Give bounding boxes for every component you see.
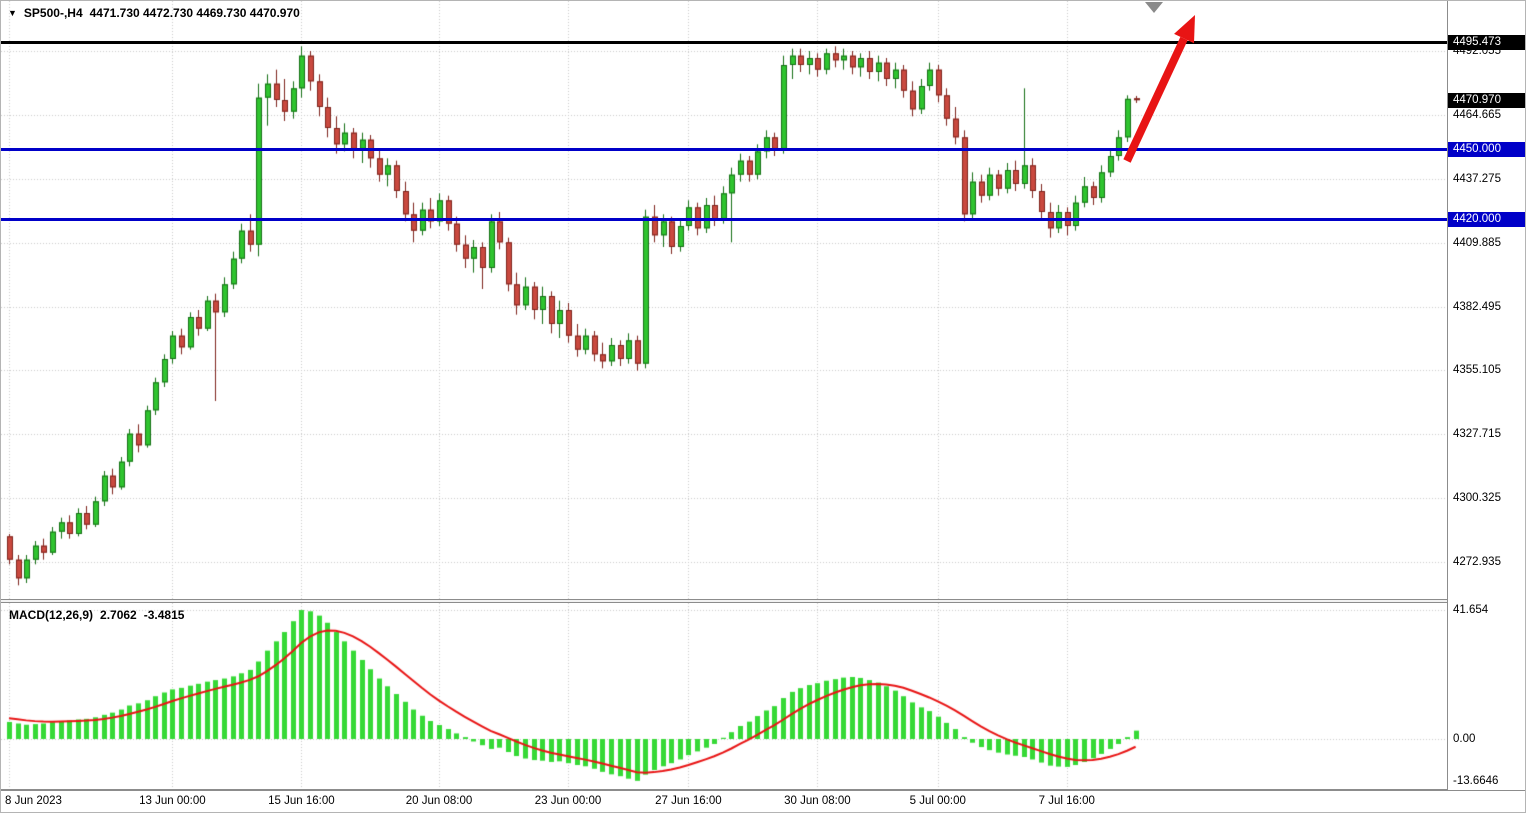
macd-name: MACD(12,26,9): [9, 608, 94, 622]
macd-main-value: 2.7062: [100, 608, 137, 622]
time-axis-label: 15 Jun 16:00: [268, 795, 335, 807]
price-badge-4420.000: 4420.000: [1448, 211, 1525, 227]
price-grid-label: 4355.105: [1453, 364, 1501, 377]
time-axis-label: 7 Jul 16:00: [1038, 795, 1095, 807]
price-scale[interactable]: 4492.055 4464.665 4437.275 4409.885 4382.495…: [1447, 1, 1525, 790]
time-axis-label: 20 Jun 08:00: [405, 795, 473, 807]
macd-scale-label: 41.654: [1453, 603, 1489, 616]
symbol-info-bar: ▼ SP500-,H4 4471.730 4472.730 4469.730 4…: [8, 6, 300, 20]
time-axis-label: 5 Jul 00:00: [909, 795, 966, 807]
macd-pane-canvas[interactable]: [1, 603, 1447, 789]
time-axis-label: 13 Jun 00:00: [139, 795, 206, 807]
price-grid-label: 4437.275: [1453, 172, 1501, 185]
macd-scale-label: -13.6646: [1453, 775, 1499, 788]
scroll-end-marker[interactable]: [1145, 2, 1163, 13]
price-grid-label: 4300.325: [1453, 492, 1501, 505]
price-grid-label: 4409.885: [1453, 236, 1501, 249]
time-axis-label: 8 Jun 2023: [5, 795, 62, 807]
time-scale[interactable]: 8 Jun 2023 13 Jun 00:00 15 Jun 16:00 20 Jun…: [1, 790, 1525, 812]
macd-indicator-label: MACD(12,26,9) 2.7062 -3.4815: [9, 608, 184, 622]
price-badge-4470.970: 4470.970: [1448, 92, 1525, 108]
macd-scale-label: 0.00: [1453, 733, 1476, 745]
price-chart-canvas[interactable]: [1, 1, 1447, 599]
macd-signal-value: -3.4815: [143, 608, 185, 622]
symbol-name: SP500-,H4: [23, 6, 83, 20]
price-grid-label: 4272.935: [1453, 556, 1501, 569]
time-axis-label: 30 Jun 08:00: [784, 795, 851, 807]
level-line-resistance-4495.473[interactable]: [1, 41, 1447, 45]
symbol-dropdown-icon: ▼: [8, 8, 17, 18]
price-grid-label: 4464.665: [1453, 108, 1501, 121]
price-badge-4495.473: 4495.473: [1448, 35, 1525, 51]
time-axis-label: 23 Jun 00:00: [534, 795, 602, 807]
pane-separator[interactable]: [1, 599, 1525, 603]
price-grid-label: 4382.495: [1453, 300, 1501, 313]
axis-separator: [1, 789, 1525, 790]
price-grid-label: 4327.715: [1453, 428, 1501, 441]
price-badge-4450.000: 4450.000: [1448, 141, 1525, 157]
time-axis-label: 27 Jun 16:00: [655, 795, 722, 807]
level-line-support-4420.000[interactable]: [1, 217, 1447, 221]
ohlc-values: 4471.730 4472.730 4469.730 4470.970: [89, 6, 300, 20]
level-line-support-4450.000[interactable]: [1, 147, 1447, 151]
